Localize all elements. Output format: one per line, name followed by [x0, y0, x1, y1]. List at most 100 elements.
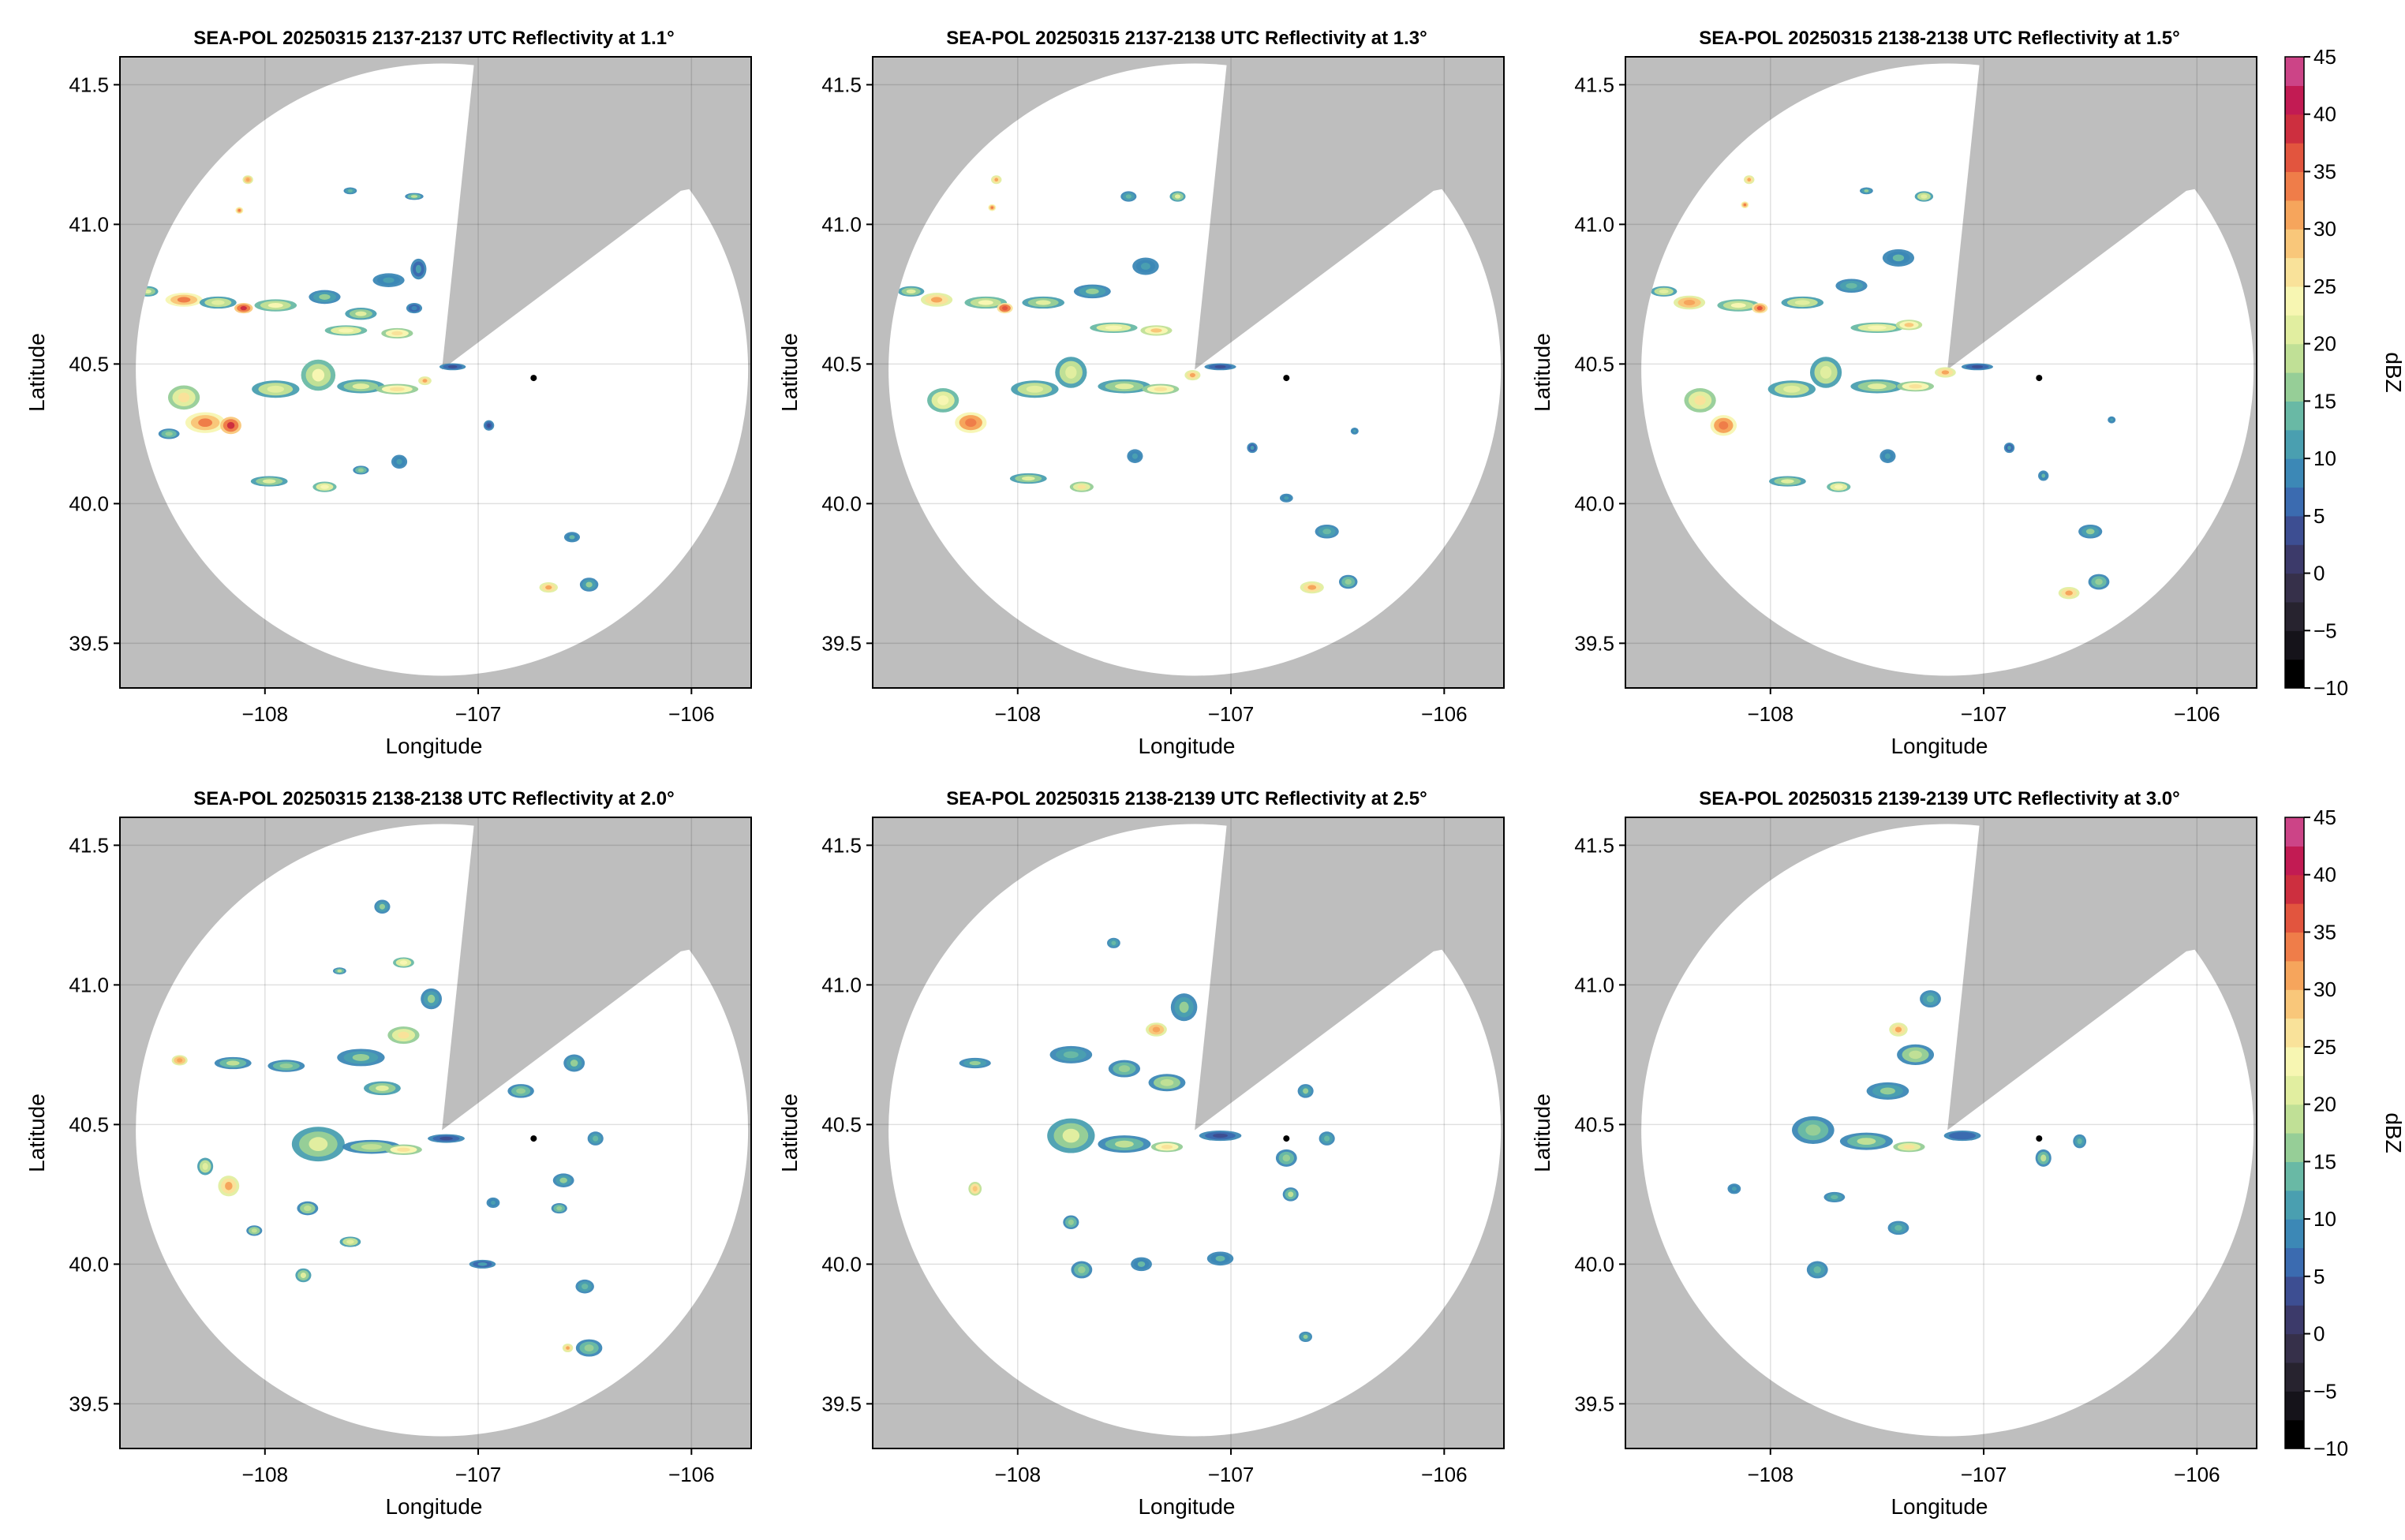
- echo-core: [240, 305, 247, 311]
- colorbar-tick-label: 35: [2313, 920, 2336, 944]
- colorbar-bin: [2285, 85, 2304, 115]
- colorbar-bin: [2285, 343, 2304, 373]
- echo-core: [1021, 476, 1035, 481]
- y-tick-label: 41.5: [821, 833, 862, 857]
- y-tick-label: 41.5: [69, 833, 109, 857]
- plot-area: [873, 817, 1504, 1448]
- colorbar-tick-label: 40: [2313, 863, 2336, 887]
- x-tick-label: −107: [1961, 1463, 2007, 1486]
- y-tick-label: 41.0: [821, 212, 862, 236]
- echo-core: [1063, 1051, 1079, 1059]
- x-tick-label: −108: [1747, 1463, 1793, 1486]
- echo-core: [2085, 529, 2095, 535]
- echo-core: [1150, 328, 1162, 333]
- colorbar-tick-label: 25: [2313, 275, 2336, 298]
- colorbar-bin: [2285, 372, 2304, 402]
- colorbar-bin: [2285, 487, 2304, 517]
- reflectivity-echoes: [171, 899, 604, 1357]
- echo-core: [978, 300, 993, 305]
- colorbar-tick-label: −5: [2313, 619, 2337, 642]
- echo-core: [399, 960, 408, 965]
- echo-core: [1345, 578, 1352, 585]
- echo-core: [1111, 940, 1116, 945]
- echo-core: [337, 969, 342, 973]
- echo-core: [1353, 429, 1356, 433]
- y-axis-label: Latitude: [24, 333, 49, 412]
- panel-6: SEA-POL 20250315 2139-2139 UTC Reflectiv…: [1530, 788, 2257, 1519]
- y-tick-label: 40.5: [69, 352, 109, 376]
- echo-core: [1282, 1154, 1291, 1162]
- echo-core: [972, 1186, 978, 1192]
- echo-core: [1068, 1219, 1074, 1225]
- echo-core: [1077, 484, 1087, 489]
- echo-core: [1002, 305, 1008, 311]
- colorbar-bin: [2285, 57, 2304, 86]
- x-tick-label: −106: [2174, 702, 2220, 726]
- echo-core: [389, 387, 405, 391]
- y-tick-label: 39.5: [821, 631, 862, 655]
- echo-core: [1115, 1140, 1134, 1148]
- echo-core: [1909, 1050, 1922, 1060]
- colorbar-bin: [2285, 171, 2304, 201]
- y-tick-label: 41.0: [821, 973, 862, 996]
- reflectivity-echoes: [959, 937, 1335, 1342]
- colorbar-tick-label: 15: [2313, 389, 2336, 413]
- y-axis-label: Latitude: [1530, 1093, 1554, 1172]
- echo-core: [2110, 418, 2114, 421]
- colorbar-tick-label: 20: [2313, 1093, 2336, 1116]
- echo-core: [593, 1135, 599, 1142]
- echo-core: [226, 1060, 240, 1066]
- plot-area: [120, 57, 751, 688]
- echo-core: [516, 1088, 526, 1094]
- echo-core: [1909, 384, 1922, 389]
- y-tick-label: 41.0: [69, 973, 109, 996]
- echo-core: [1834, 484, 1843, 489]
- colorbar-bin: [2285, 573, 2304, 603]
- colorbar-tick-label: 25: [2313, 1035, 2336, 1059]
- echo-core: [202, 1163, 208, 1170]
- echo-core: [2065, 590, 2073, 596]
- echo-core: [1118, 1065, 1131, 1073]
- y-tick-label: 41.5: [1574, 833, 1614, 857]
- colorbar-bin: [2285, 1104, 2304, 1134]
- echo-core: [582, 1284, 589, 1290]
- echo-core: [569, 535, 575, 540]
- echo-core: [1879, 1087, 1895, 1095]
- echo-core: [439, 1136, 453, 1141]
- echo-core: [1322, 529, 1332, 535]
- echo-core: [391, 331, 403, 336]
- echo-core: [990, 206, 994, 209]
- echo-core: [1086, 288, 1099, 294]
- colorbar-bottom: dBZ −10 −5 0 5 10 15 20 25 30 35 40 45: [2284, 806, 2405, 1460]
- echo-core: [1894, 1026, 1902, 1033]
- x-axis-label: Longitude: [385, 734, 482, 758]
- radar-site-marker: [530, 1135, 537, 1142]
- colorbar-label: dBZ: [2381, 1112, 2405, 1153]
- colorbar-top: dBZ −10 −5 0 5 10 15 20 25 30 35 40 45: [2284, 45, 2405, 700]
- echo-core: [1035, 300, 1051, 305]
- echo-core: [1137, 1261, 1146, 1267]
- echo-core: [165, 432, 173, 436]
- echo-core: [427, 994, 436, 1004]
- reflectivity-echoes: [897, 175, 1359, 594]
- echo-core: [320, 484, 329, 489]
- y-axis-label: Latitude: [1530, 333, 1554, 412]
- echo-core: [357, 468, 364, 473]
- echo-core: [1831, 1194, 1838, 1200]
- colorbar-tick-label: 15: [2313, 1149, 2336, 1173]
- echo-core: [1719, 421, 1729, 430]
- colorbar-bin: [2285, 1133, 2304, 1162]
- echo-core: [1971, 365, 1984, 368]
- echo-core: [1904, 323, 1914, 327]
- echo-core: [410, 195, 418, 198]
- y-tick-label: 39.5: [1574, 631, 1614, 655]
- panel-title: SEA-POL 20250315 2138-2139 UTC Reflectiv…: [946, 788, 1427, 809]
- echo-core: [1731, 1187, 1737, 1191]
- colorbar-tick-label: −10: [2313, 676, 2348, 700]
- echo-core: [347, 189, 353, 192]
- echo-core: [487, 423, 491, 428]
- x-tick-label: −108: [994, 1463, 1041, 1486]
- echo-core: [1894, 1224, 1902, 1231]
- y-axis-label: Latitude: [777, 333, 802, 412]
